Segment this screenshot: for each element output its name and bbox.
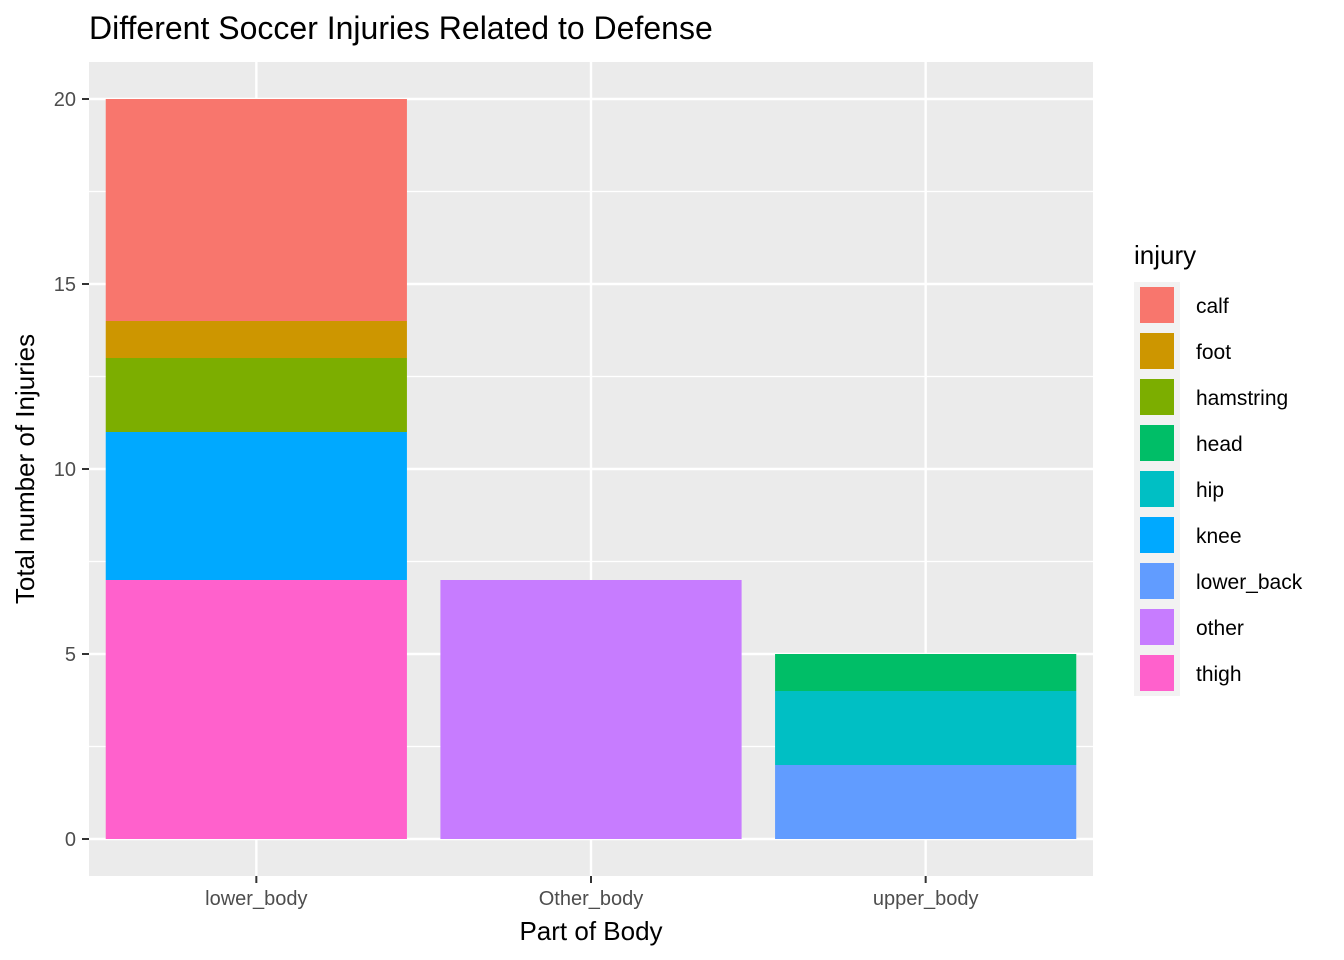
legend-label-hip: hip bbox=[1196, 479, 1224, 502]
y-tick-label: 15 bbox=[54, 274, 76, 296]
bar-segment-other-Other_body bbox=[440, 580, 742, 839]
legend-swatch-hamstring bbox=[1140, 379, 1174, 415]
legend-swatch-calf bbox=[1140, 287, 1174, 323]
y-tick-label: 20 bbox=[54, 89, 76, 111]
legend-swatch-hip bbox=[1140, 471, 1174, 507]
legend-label-foot: foot bbox=[1196, 341, 1231, 364]
bar-segment-calf-lower_body bbox=[105, 99, 407, 321]
legend-label-head: head bbox=[1196, 433, 1243, 456]
bar-segment-foot-lower_body bbox=[105, 321, 407, 358]
x-tick-label: upper_body bbox=[873, 888, 979, 910]
x-tick-label: lower_body bbox=[205, 888, 307, 910]
legend-swatch-knee bbox=[1140, 517, 1174, 553]
legend-title: injury bbox=[1134, 240, 1196, 270]
x-tick-label: Other_body bbox=[539, 888, 644, 910]
bar-segment-hamstring-lower_body bbox=[105, 358, 407, 432]
legend-swatch-head bbox=[1140, 425, 1174, 461]
y-axis: 0 5 10 15 20 bbox=[54, 89, 89, 851]
y-axis-label: Total number of Injuries bbox=[10, 334, 40, 604]
legend-swatch-foot bbox=[1140, 333, 1174, 369]
bar-segment-knee-lower_body bbox=[105, 432, 407, 580]
bar-segment-head-upper_body bbox=[775, 654, 1077, 691]
legend-swatch-thigh bbox=[1140, 655, 1174, 691]
legend-swatch-other bbox=[1140, 609, 1174, 645]
bar-segment-hip-upper_body bbox=[775, 691, 1077, 765]
bar-segment-lower_back-upper_body bbox=[775, 765, 1077, 839]
y-tick-label: 5 bbox=[65, 644, 76, 666]
y-tick-label: 0 bbox=[65, 829, 76, 851]
y-tick-label: 10 bbox=[54, 459, 76, 481]
legend-label-other: other bbox=[1196, 617, 1244, 640]
legend-label-lower_back: lower_back bbox=[1196, 571, 1303, 594]
chart-title: Different Soccer Injuries Related to Def… bbox=[89, 10, 713, 46]
legend-label-thigh: thigh bbox=[1196, 663, 1242, 686]
bar-segment-thigh-lower_body bbox=[105, 580, 407, 839]
legend-label-hamstring: hamstring bbox=[1196, 387, 1288, 410]
legend-swatch-lower_back bbox=[1140, 563, 1174, 599]
x-axis-label: Part of Body bbox=[519, 916, 662, 946]
legend: injury calf foot hamstring head hip knee lower… bbox=[1134, 240, 1303, 696]
bar-stacks bbox=[105, 99, 1077, 839]
legend-label-calf: calf bbox=[1196, 295, 1229, 318]
legend-label-knee: knee bbox=[1196, 525, 1242, 548]
x-axis: lower_body Other_body upper_body bbox=[205, 876, 978, 910]
